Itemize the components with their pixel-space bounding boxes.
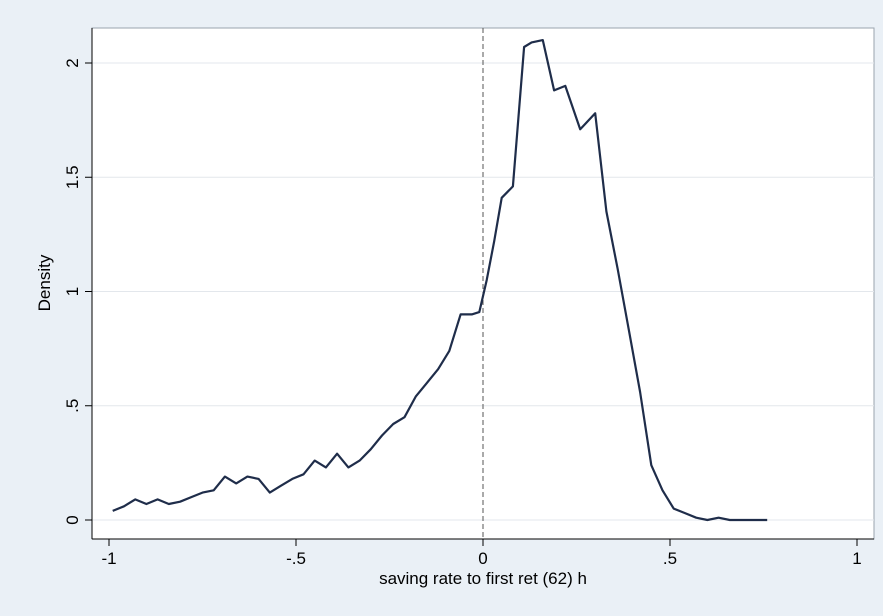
series-group [112,38,768,522]
density-series-line [112,38,768,522]
y-axis-title: Density [35,254,54,311]
ticks-group: 0 .5 1 1.5 2 -1 -.5 0 .5 1 [63,58,862,568]
x-tick-label: 1 [852,549,861,568]
y-tick-label: 2 [63,58,82,67]
x-tick-label: -1 [101,549,116,568]
y-tick-label: 1.5 [63,165,82,189]
x-tick-label: -.5 [286,549,306,568]
x-tick-label: 0 [478,549,487,568]
x-tick-label: .5 [663,549,677,568]
x-axis-title: saving rate to first ret (62) h [379,569,587,588]
y-tick-label: 0 [63,515,82,524]
y-tick-label: .5 [63,399,82,413]
y-tick-label: 1 [63,287,82,296]
